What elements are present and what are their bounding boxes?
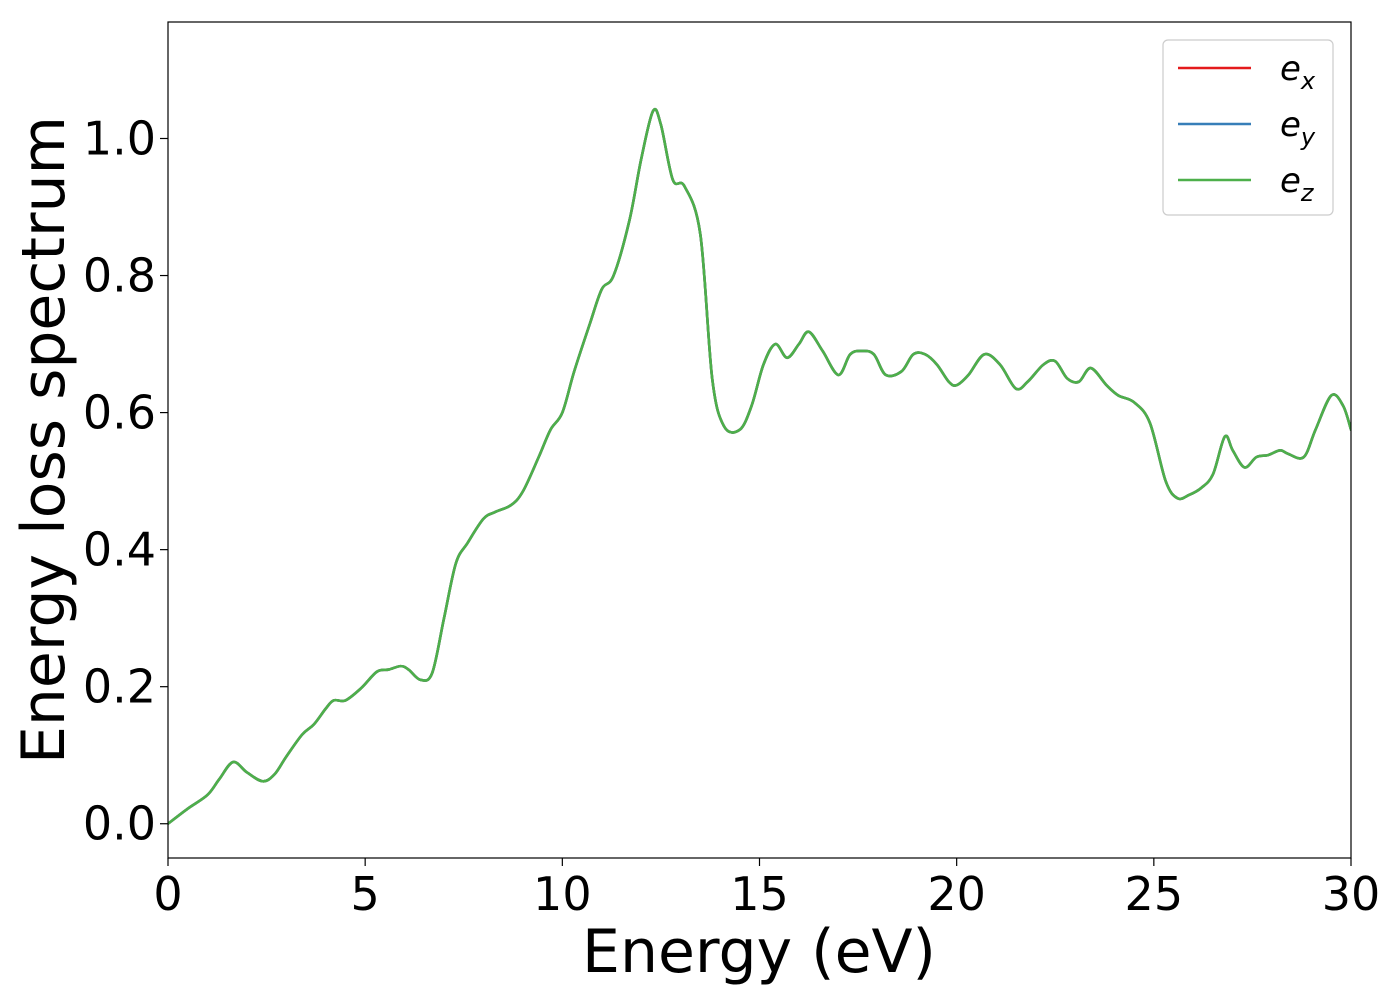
x-tick-label: 15: [730, 867, 789, 921]
y-tick-label: 0.0: [83, 797, 156, 851]
legend-box: [1162, 39, 1334, 216]
series-line-e-z: [168, 107, 1351, 826]
y-axis-title: Energy loss spectrum: [9, 116, 79, 764]
x-tick-label: 10: [533, 867, 592, 921]
x-tick-label: 20: [927, 867, 986, 921]
y-tick-label: 0.8: [83, 249, 156, 303]
x-axis-title: Energy (eV): [582, 917, 936, 987]
x-tick-label: 30: [1322, 867, 1381, 921]
series-layer: [168, 107, 1351, 826]
x-tick-label: 0: [153, 867, 182, 921]
y-tick-label: 0.6: [83, 386, 156, 440]
x-axis: 0 5 10 15 20 25 30: [153, 858, 1380, 921]
x-tick-label: 5: [351, 867, 380, 921]
y-tick-label: 1.0: [83, 111, 156, 165]
y-tick-label: 0.4: [83, 523, 156, 577]
y-axis: 0.0 0.2 0.4 0.6 0.8 1.0: [83, 111, 168, 851]
x-tick-label: 25: [1125, 867, 1184, 921]
y-tick-label: 0.2: [83, 660, 156, 714]
